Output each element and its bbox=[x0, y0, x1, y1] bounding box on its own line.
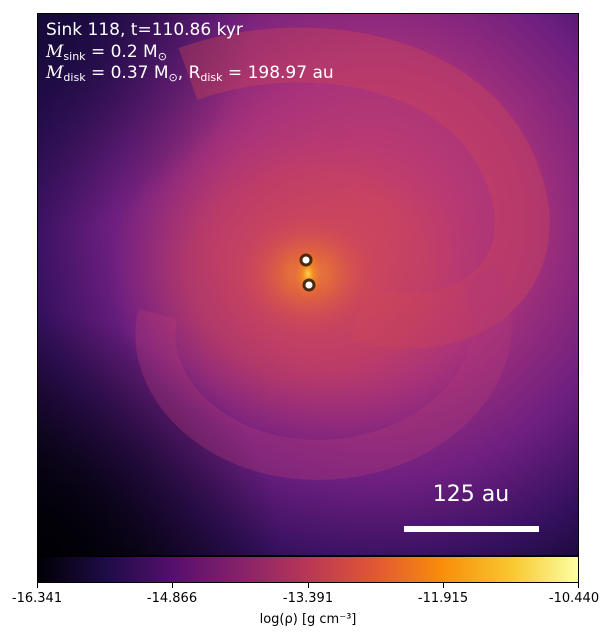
disk-properties: Mdisk = 0.37 M⊙, Rdisk = 198.97 au bbox=[46, 63, 334, 84]
density-image bbox=[38, 14, 578, 555]
sink-mass: Msink = 0.2 M⊙ bbox=[46, 42, 167, 63]
colorbar-tick-label: -11.915 bbox=[417, 591, 469, 606]
colorbar-tick bbox=[443, 583, 444, 588]
colorbar-tick-label: -16.341 bbox=[11, 591, 63, 606]
density-map bbox=[37, 13, 579, 556]
colorbar-tick bbox=[37, 583, 38, 588]
colorbar-label: log(ρ) [g cm⁻³] bbox=[259, 612, 357, 627]
colorbar-tick bbox=[172, 583, 173, 588]
colorbar-tick-label: -13.391 bbox=[282, 591, 334, 606]
colorbar-tick bbox=[308, 583, 309, 588]
scalebar-label: 125 au bbox=[432, 482, 510, 507]
sink-title: Sink 118, t=110.86 kyr bbox=[46, 20, 243, 40]
colorbar bbox=[37, 556, 579, 583]
scalebar bbox=[404, 526, 539, 532]
colorbar-tick-label: -10.440 bbox=[548, 591, 600, 606]
colorbar-gradient bbox=[38, 557, 578, 582]
sink-b bbox=[302, 278, 316, 292]
colorbar-tick-label: -14.866 bbox=[146, 591, 198, 606]
colorbar-tick bbox=[578, 583, 579, 588]
sink-a bbox=[299, 253, 313, 267]
